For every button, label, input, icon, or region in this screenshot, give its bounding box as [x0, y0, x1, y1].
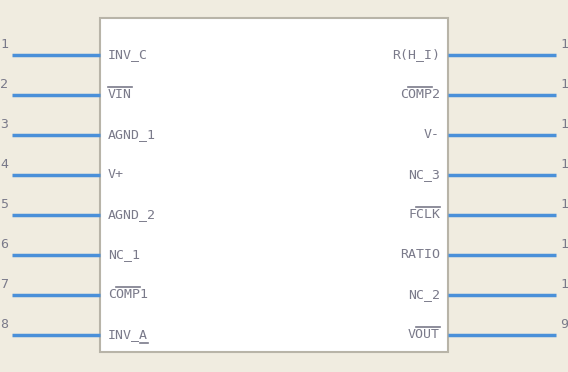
- Text: 4: 4: [0, 157, 8, 170]
- Text: 6: 6: [0, 237, 8, 250]
- Text: 5: 5: [0, 198, 8, 211]
- Text: 2: 2: [0, 77, 8, 90]
- Text: VOUT: VOUT: [408, 328, 440, 341]
- Text: V+: V+: [108, 169, 124, 182]
- Bar: [100, 18, 448, 352]
- Text: 8: 8: [0, 317, 8, 330]
- Text: 9: 9: [560, 317, 568, 330]
- Text: COMP1: COMP1: [108, 289, 148, 301]
- Text: V-: V-: [424, 128, 440, 141]
- Text: 13: 13: [560, 157, 568, 170]
- Text: AGND_1: AGND_1: [108, 128, 156, 141]
- Text: 16: 16: [560, 38, 568, 51]
- Text: AGND_2: AGND_2: [108, 208, 156, 221]
- Text: RATIO: RATIO: [400, 248, 440, 262]
- Text: FCLK: FCLK: [408, 208, 440, 221]
- Text: NC_2: NC_2: [408, 289, 440, 301]
- Text: NC_3: NC_3: [408, 169, 440, 182]
- Text: NC_1: NC_1: [108, 248, 140, 262]
- Text: COMP2: COMP2: [400, 89, 440, 102]
- Text: 11: 11: [560, 237, 568, 250]
- Text: R(H_I): R(H_I): [392, 48, 440, 61]
- Text: INV_A: INV_A: [108, 328, 148, 341]
- Text: 12: 12: [560, 198, 568, 211]
- Text: 7: 7: [0, 278, 8, 291]
- Text: 1: 1: [0, 38, 8, 51]
- Text: 15: 15: [560, 77, 568, 90]
- Text: 14: 14: [560, 118, 568, 131]
- Text: VIN: VIN: [108, 89, 132, 102]
- Text: INV_C: INV_C: [108, 48, 148, 61]
- Text: 3: 3: [0, 118, 8, 131]
- Text: 10: 10: [560, 278, 568, 291]
